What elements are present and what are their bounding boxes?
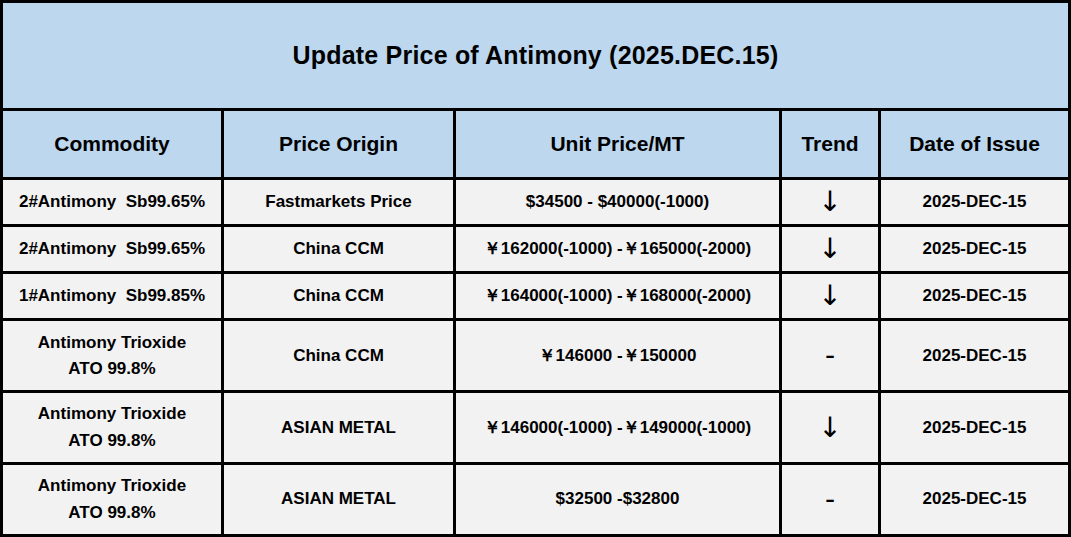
price-origin-cell: China CCM <box>224 321 453 390</box>
table-row: 1#Antimony Sb99.85% China CCM ￥164000(-1… <box>3 274 1068 318</box>
commodity-cell: Antimony Trioxide ATO 99.8% <box>3 465 221 534</box>
table-row: 2#Antimony Sb99.65% Fastmarkets Price $3… <box>3 180 1068 224</box>
date-of-issue-cell: 2025-DEC-15 <box>881 180 1068 224</box>
trend-down-icon: ↓ <box>782 393 878 462</box>
price-origin-cell: ASIAN METAL <box>224 393 453 462</box>
commodity-cell: 2#Antimony Sb99.65% <box>3 180 221 224</box>
table-row: Antimony Trioxide ATO 99.8% ASIAN METAL … <box>3 393 1068 462</box>
unit-price-cell: $34500 - $40000(-1000) <box>456 180 779 224</box>
date-of-issue-cell: 2025-DEC-15 <box>881 465 1068 534</box>
column-header-price-origin: Price Origin <box>224 111 453 177</box>
trend-flat-dash: - <box>782 465 878 534</box>
unit-price-cell: ￥146000(-1000) -￥149000(-1000) <box>456 393 779 462</box>
commodity-cell: Antimony Trioxide ATO 99.8% <box>3 321 221 390</box>
price-origin-cell: ASIAN METAL <box>224 465 453 534</box>
trend-down-icon: ↓ <box>782 180 878 224</box>
price-origin-cell: China CCM <box>224 227 453 271</box>
unit-price-cell: ￥162000(-1000) -￥165000(-2000) <box>456 227 779 271</box>
table-row: Antimony Trioxide ATO 99.8% China CCM ￥1… <box>3 321 1068 390</box>
table-row: 2#Antimony Sb99.65% China CCM ￥162000(-1… <box>3 227 1068 271</box>
column-header-trend: Trend <box>782 111 878 177</box>
table-title: Update Price of Antimony (2025.DEC.15) <box>3 3 1068 108</box>
trend-down-icon: ↓ <box>782 274 878 318</box>
price-origin-cell: Fastmarkets Price <box>224 180 453 224</box>
column-header-commodity: Commodity <box>3 111 221 177</box>
antimony-price-table: Update Price of Antimony (2025.DEC.15) C… <box>0 0 1071 537</box>
unit-price-cell: ￥146000 -￥150000 <box>456 321 779 390</box>
date-of-issue-cell: 2025-DEC-15 <box>881 227 1068 271</box>
price-origin-cell: China CCM <box>224 274 453 318</box>
date-of-issue-cell: 2025-DEC-15 <box>881 274 1068 318</box>
commodity-cell: Antimony Trioxide ATO 99.8% <box>3 393 221 462</box>
commodity-cell: 1#Antimony Sb99.85% <box>3 274 221 318</box>
unit-price-cell: $32500 -$32800 <box>456 465 779 534</box>
trend-flat-dash: - <box>782 321 878 390</box>
column-header-unit-price: Unit Price/MT <box>456 111 779 177</box>
trend-down-icon: ↓ <box>782 227 878 271</box>
unit-price-cell: ￥164000(-1000) -￥168000(-2000) <box>456 274 779 318</box>
date-of-issue-cell: 2025-DEC-15 <box>881 321 1068 390</box>
column-header-date-of-issue: Date of Issue <box>881 111 1068 177</box>
commodity-cell: 2#Antimony Sb99.65% <box>3 227 221 271</box>
table-row: Antimony Trioxide ATO 99.8% ASIAN METAL … <box>3 465 1068 534</box>
table-header-row: Commodity Price Origin Unit Price/MT Tre… <box>3 111 1068 177</box>
date-of-issue-cell: 2025-DEC-15 <box>881 393 1068 462</box>
